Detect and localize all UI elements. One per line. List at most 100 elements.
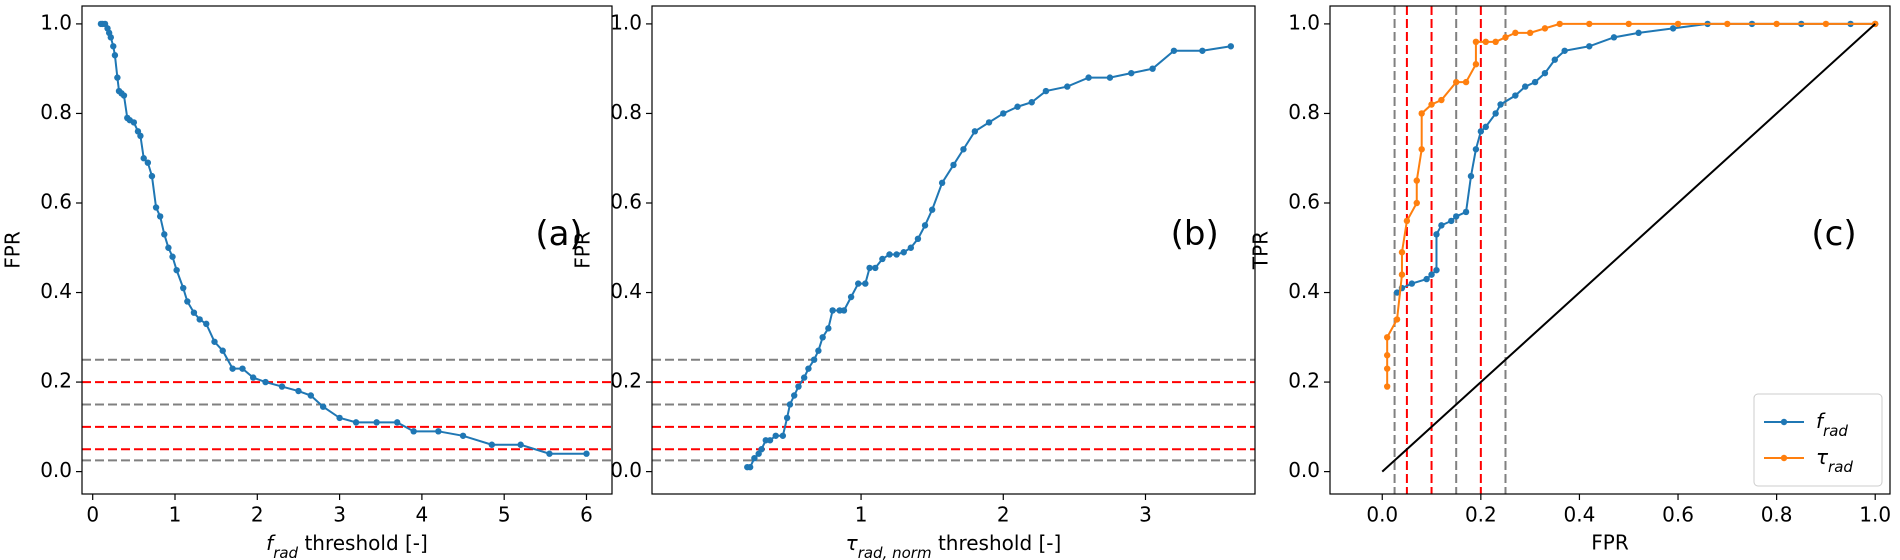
data-point [1472,146,1480,153]
data-point [928,206,936,213]
data-point [1512,29,1519,37]
data-point [1383,365,1391,372]
data-point [352,419,360,426]
legend-box [1753,393,1883,487]
data-point [921,222,929,229]
data-point [825,325,832,332]
legend-marker [1780,454,1788,462]
data-point [1556,20,1563,28]
data-point [1398,271,1406,278]
data-point [772,432,779,439]
data-point [1393,316,1401,323]
data-point [373,419,380,426]
data-point [120,92,128,99]
y-tick-label: 1.0 [610,10,642,34]
annotation: (c) [1811,214,1856,254]
data-point [950,161,957,169]
data-point [435,428,442,435]
data-point [1492,110,1499,117]
data-point [173,266,180,274]
data-point [1502,34,1509,41]
data-point [805,365,812,372]
data-point [1674,20,1682,28]
x-axis-label-part: τ [846,531,859,555]
y-tick-label: 0.8 [40,100,72,124]
y-tick-label: 0.2 [40,369,72,393]
x-tick-label: 0 [86,503,99,527]
data-point [229,365,236,372]
y-tick-label: 0.2 [610,369,642,393]
annotation: (a) [535,214,582,254]
data-point [278,383,286,390]
data-point [1085,74,1092,81]
y-tick-label: 1.0 [40,10,72,34]
annotation: (b) [1171,214,1219,254]
data-point [307,392,314,399]
y-tick-label: 0.6 [40,189,72,213]
y-tick-label: 0.4 [40,279,72,303]
data-point [1106,74,1114,81]
data-point [1433,266,1440,274]
x-tick-label: 0.0 [1366,503,1398,527]
data-point [1462,78,1470,86]
data-point [1452,213,1460,220]
legend-label-part: rad [1823,422,1848,440]
data-point [1467,172,1475,180]
data-point [1000,110,1007,117]
data-point [1438,222,1445,229]
data-point [488,441,496,448]
data-point [219,347,226,354]
data-point [960,146,967,153]
x-axis-label-part: threshold [-] [932,531,1062,555]
data-point [1383,383,1391,390]
data-point [1526,29,1534,37]
data-point [1433,231,1440,238]
data-point [1822,20,1830,28]
legend-label-part: τ [1816,445,1829,469]
x-tick-label: 5 [498,503,511,527]
data-point [1586,43,1593,50]
data-point [840,307,848,314]
data-point [1452,78,1460,86]
data-point [1482,38,1489,46]
x-axis-label: τrad, norm threshold [-] [846,531,1062,560]
data-point [1128,69,1135,77]
data-point [184,298,191,305]
data-point [140,155,147,162]
y-tick-label: 0.8 [610,100,642,124]
x-axis-label-part: threshold [-] [298,531,428,555]
x-tick-label: 0.6 [1662,503,1694,527]
data-point [1413,177,1420,184]
y-tick-label: 0.0 [40,458,72,482]
data-point [879,255,886,263]
data-point [1383,334,1391,341]
data-point [914,235,922,243]
y-tick-label: 0.8 [1288,100,1320,124]
data-point [196,316,203,323]
data-point [190,309,198,316]
data-point [1413,199,1420,207]
data-point [546,450,553,457]
data-point [1472,38,1480,46]
data-point [855,280,862,287]
data-point [971,128,979,135]
data-point [791,392,798,399]
data-point [111,52,119,59]
data-point [829,307,836,314]
data-point [810,356,818,363]
y-tick-label: 0.4 [1288,279,1320,303]
legend-label: τrad [1816,445,1853,476]
data-point [410,428,417,435]
data-point [893,251,900,258]
data-point [1408,280,1416,287]
data-point [1625,20,1632,28]
y-axis-label: FPR [1,231,25,269]
data-point [156,213,164,220]
x-tick-label: 3 [1139,503,1152,527]
data-point [1014,103,1021,110]
data-point [900,249,907,256]
data-point [1199,47,1206,54]
data-point [336,414,343,422]
axes-frame [81,5,613,495]
x-tick-label: 0.8 [1761,503,1793,527]
